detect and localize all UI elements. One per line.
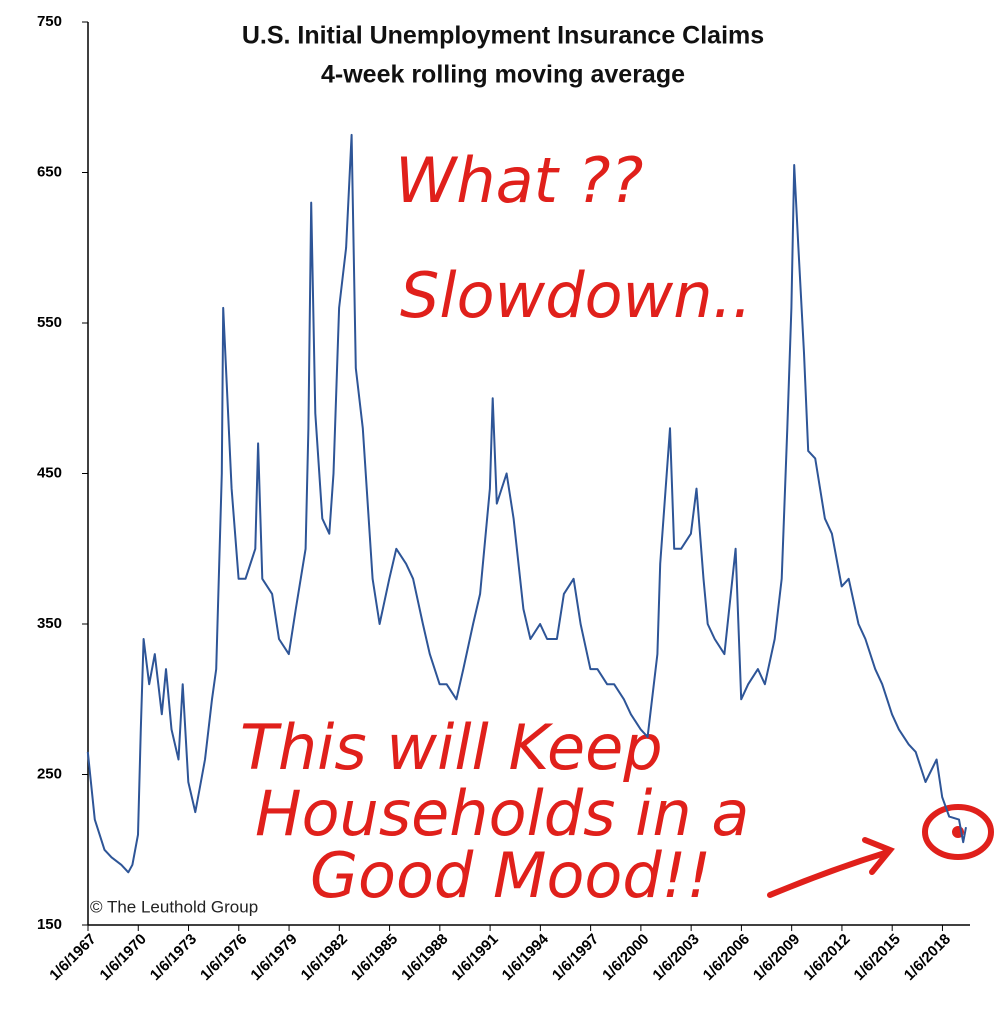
arrow: [767, 849, 891, 898]
x-tick-label: 1/6/1982: [298, 931, 351, 984]
annotation: What ??: [395, 144, 643, 217]
y-tick-label: 150: [37, 916, 62, 933]
x-tick-label: 1/6/1973: [147, 931, 200, 984]
line-series: [86, 133, 967, 874]
x-tick-label: 1/6/2009: [750, 931, 803, 984]
x-tick-label: 1/6/2012: [800, 931, 853, 984]
y-tick-label: 650: [37, 163, 62, 180]
x-tick-label: 1/6/2003: [649, 931, 702, 984]
x-tick-label: 1/6/1988: [398, 931, 451, 984]
x-tick-label: 1/6/1997: [549, 931, 602, 984]
y-tick-label: 750: [37, 13, 62, 30]
x-tick-label: 1/6/2000: [599, 931, 652, 984]
annotation-shapes: [767, 804, 994, 898]
annotation: Slowdown..: [400, 259, 752, 332]
y-tick-label: 550: [37, 314, 62, 331]
x-tick-label: 1/6/2018: [901, 931, 954, 984]
x-tick-label: 1/6/1970: [97, 931, 150, 984]
annotation: Households in a: [255, 777, 749, 850]
annotation: This will Keep: [240, 711, 663, 784]
chart-title: U.S. Initial Unemployment Insurance Clai…: [242, 22, 764, 50]
x-tick-label: 1/6/1967: [46, 931, 99, 984]
x-tick-label: 1/6/1991: [448, 931, 501, 984]
y-tick-label: 350: [37, 615, 62, 632]
y-tick-label: 450: [37, 464, 62, 481]
x-tick-label: 1/6/2006: [700, 931, 753, 984]
annotations: What ?? Slowdown.. This will Keep Househ…: [240, 144, 752, 912]
x-tick-label: 1/6/1976: [197, 931, 250, 984]
x-tick-label: 1/6/1985: [348, 931, 401, 984]
arrow-head: [862, 837, 895, 875]
x-tick-label: 1/6/1994: [499, 930, 553, 984]
annotation: Good Mood!!: [310, 839, 711, 912]
circle: [922, 804, 994, 860]
x-tick-label: 1/6/2015: [851, 931, 904, 984]
source-note: © The Leuthold Group: [90, 897, 258, 916]
chart-subtitle: 4-week rolling moving average: [321, 61, 685, 89]
x-tick-label: 1/6/1979: [247, 931, 300, 984]
y-tick-label: 250: [37, 765, 62, 782]
